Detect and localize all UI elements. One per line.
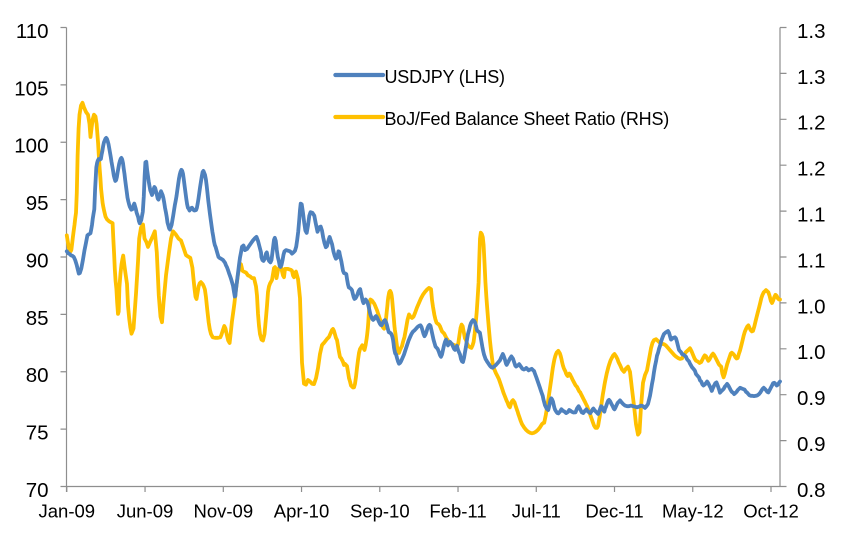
- svg-text:Dec-11: Dec-11: [585, 501, 643, 522]
- svg-text:85: 85: [26, 307, 49, 330]
- svg-text:95: 95: [26, 192, 49, 215]
- svg-text:75: 75: [26, 422, 49, 445]
- svg-text:Apr-10: Apr-10: [274, 501, 330, 522]
- svg-text:0.9: 0.9: [797, 433, 826, 456]
- svg-text:90: 90: [26, 249, 49, 272]
- svg-text:May-12: May-12: [662, 501, 724, 522]
- svg-text:Jan-09: Jan-09: [39, 501, 96, 522]
- svg-text:Nov-09: Nov-09: [193, 501, 253, 522]
- svg-text:1.0: 1.0: [797, 295, 826, 318]
- svg-text:110: 110: [16, 20, 49, 43]
- svg-text:100: 100: [14, 135, 48, 158]
- svg-text:0.9: 0.9: [797, 387, 826, 410]
- svg-text:0.8: 0.8: [797, 479, 826, 502]
- svg-text:Sep-10: Sep-10: [350, 501, 410, 522]
- svg-text:1.1: 1.1: [797, 204, 826, 227]
- svg-text:1.0: 1.0: [797, 341, 826, 364]
- svg-text:1.2: 1.2: [797, 112, 826, 135]
- svg-text:Feb-11: Feb-11: [429, 501, 486, 522]
- svg-text:USDJPY (LHS): USDJPY (LHS): [385, 67, 505, 87]
- svg-text:Jul-11: Jul-11: [512, 501, 561, 522]
- svg-text:1.2: 1.2: [797, 158, 826, 181]
- svg-text:BoJ/Fed Balance Sheet Ratio (R: BoJ/Fed Balance Sheet Ratio (RHS): [385, 109, 670, 129]
- svg-text:105: 105: [14, 77, 48, 100]
- svg-text:1.1: 1.1: [797, 249, 826, 272]
- svg-text:1.3: 1.3: [797, 66, 826, 89]
- svg-text:Oct-12: Oct-12: [743, 501, 799, 522]
- svg-text:70: 70: [26, 479, 49, 502]
- svg-text:80: 80: [26, 364, 49, 387]
- svg-text:Jun-09: Jun-09: [117, 501, 174, 522]
- svg-text:1.3: 1.3: [797, 20, 826, 43]
